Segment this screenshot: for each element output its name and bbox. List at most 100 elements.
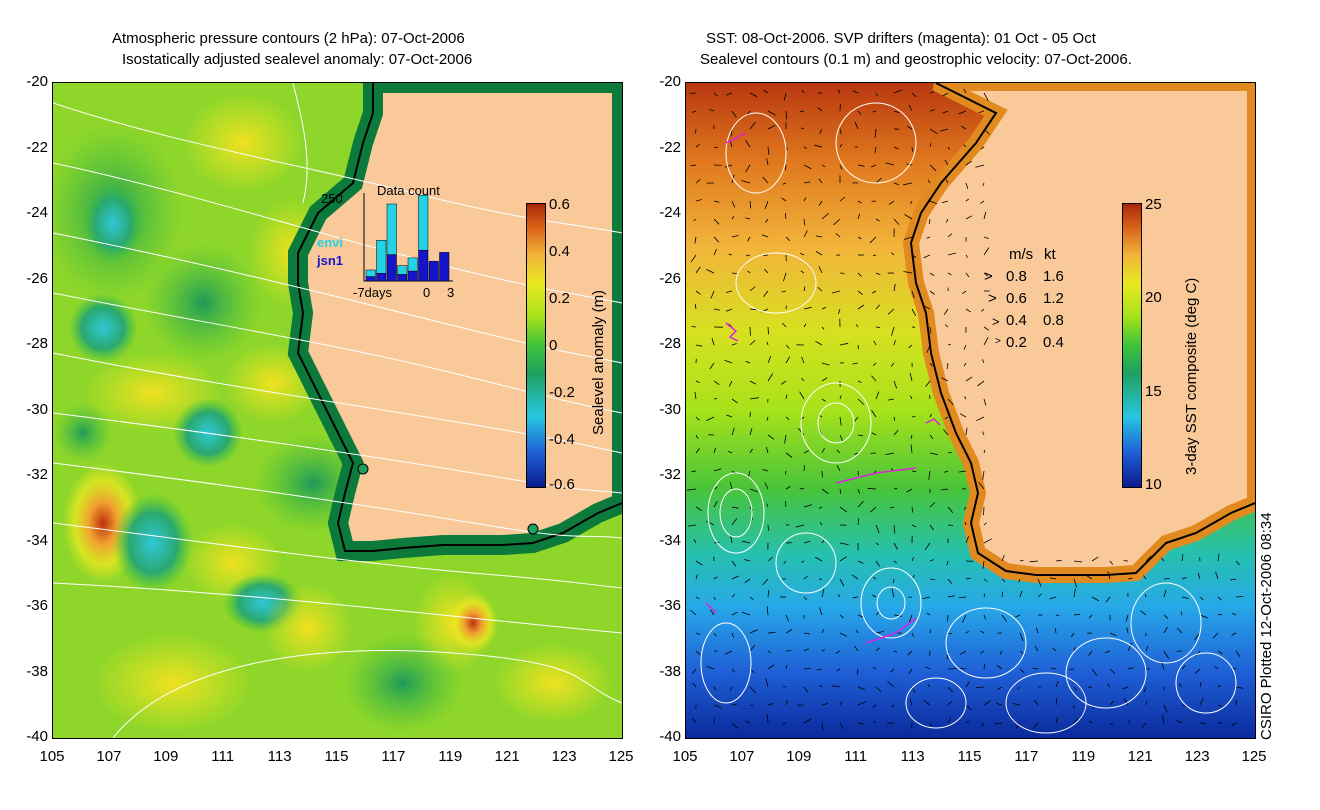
velocity-arrow xyxy=(947,595,955,598)
velocity-arrow xyxy=(929,524,934,531)
velocity-arrow-icon: > xyxy=(992,314,1000,329)
velocity-arrow xyxy=(1073,613,1081,616)
y-tick-label: -28 xyxy=(26,335,48,352)
velocity-arrow xyxy=(821,398,826,402)
velocity-arrow xyxy=(731,216,735,220)
velocity-arrow xyxy=(983,578,988,582)
velocity-arrow xyxy=(947,252,957,256)
x-tick-label: 107 xyxy=(729,748,755,765)
velocity-arrow xyxy=(782,685,787,688)
y-tick-label: -22 xyxy=(26,138,48,156)
inset-bar-jsn1 xyxy=(407,270,418,282)
velocity-arrow xyxy=(839,196,846,202)
velocity-arrow xyxy=(887,681,895,688)
y-tick-label: -22 xyxy=(659,138,681,156)
velocity-arrow xyxy=(870,164,877,168)
velocity-arrow xyxy=(982,359,985,364)
velocity-arrow xyxy=(821,212,829,220)
velocity-arrow xyxy=(962,614,967,623)
right-cb-tick: 20 xyxy=(1145,289,1162,306)
velocity-arrow xyxy=(959,650,967,656)
velocity-arrow xyxy=(724,650,733,655)
velocity-arrow xyxy=(726,290,733,293)
velocity-legend-ms: 0.8 xyxy=(1006,268,1027,285)
velocity-arrow xyxy=(785,664,788,670)
velocity-arrow xyxy=(782,182,787,185)
velocity-arrow xyxy=(713,596,716,601)
velocity-arrow xyxy=(835,650,841,654)
velocity-arrow xyxy=(929,164,937,172)
velocity-arrow xyxy=(893,416,896,421)
velocity-arrow xyxy=(706,269,715,274)
velocity-arrow xyxy=(1032,722,1039,730)
sealevel-contours xyxy=(700,102,1237,734)
velocity-arrow xyxy=(1055,559,1062,562)
velocity-arrow xyxy=(690,164,697,167)
velocity-arrow xyxy=(713,718,716,724)
velocity-arrow xyxy=(911,470,917,473)
right-map: m/s kt > 0.8 1.6 > 0.6 1.2 > 0.4 0.8 > 0… xyxy=(685,82,1256,739)
velocity-arrow xyxy=(947,233,953,238)
velocity-arrow xyxy=(929,362,933,367)
velocity-arrow xyxy=(1109,632,1117,637)
inset-bar-envi xyxy=(418,194,429,251)
left-cb-tick: 0.2 xyxy=(549,290,570,307)
x-tick-label: 115 xyxy=(324,748,349,765)
velocity-arrow xyxy=(857,488,861,494)
y-tick-label: -30 xyxy=(26,400,48,418)
velocity-arrow xyxy=(1199,596,1204,601)
velocity-arrow xyxy=(803,667,811,670)
velocity-arrow xyxy=(1029,560,1039,563)
velocity-arrow xyxy=(910,200,913,204)
velocity-arrow xyxy=(819,521,823,526)
velocity-arrow xyxy=(839,556,847,562)
velocity-arrow xyxy=(821,447,825,454)
velocity-arrow xyxy=(857,518,860,526)
velocity-arrow xyxy=(893,560,897,564)
velocity-arrow xyxy=(855,629,859,634)
velocity-arrow xyxy=(803,218,806,226)
velocity-arrow xyxy=(713,704,722,709)
velocity-arrow-icon: > xyxy=(988,290,997,307)
velocity-arrow xyxy=(1199,682,1202,688)
velocity-arrow xyxy=(749,286,756,292)
velocity-arrow xyxy=(713,218,720,225)
velocity-arrow xyxy=(872,290,877,294)
velocity-arrow xyxy=(871,375,877,382)
velocity-arrow xyxy=(982,560,985,569)
velocity-legend-kt: 0.8 xyxy=(1043,312,1064,329)
velocity-arrow xyxy=(713,486,718,490)
velocity-arrow xyxy=(983,614,986,620)
x-tick-label: 109 xyxy=(786,748,812,765)
velocity-arrow xyxy=(784,434,787,444)
velocity-arrow xyxy=(1019,590,1023,598)
velocity-arrow xyxy=(965,427,968,436)
velocity-arrow xyxy=(1001,554,1005,562)
velocity-arrow xyxy=(903,182,913,186)
velocity-arrow xyxy=(929,434,934,439)
velocity-arrow xyxy=(764,200,769,210)
velocity-arrow xyxy=(815,556,823,562)
velocity-arrow xyxy=(767,650,771,654)
velocity-arrow xyxy=(857,272,862,277)
velocity-arrow xyxy=(869,236,877,244)
velocity-legend-ms: 0.4 xyxy=(1006,312,1027,329)
velocity-arrow xyxy=(816,668,823,671)
y-tick-label: -32 xyxy=(659,466,681,483)
velocity-arrow xyxy=(857,434,864,437)
velocity-arrow xyxy=(1073,578,1077,588)
velocity-arrow xyxy=(749,488,758,493)
velocity-arrow xyxy=(695,596,700,600)
y-tick-label: -36 xyxy=(659,597,681,614)
velocity-arrow xyxy=(713,146,718,148)
velocity-arrow xyxy=(1194,632,1201,641)
velocity-arrow xyxy=(890,362,895,367)
velocity-arrow xyxy=(1232,667,1237,670)
x-tick-label: 109 xyxy=(153,748,179,765)
velocity-arrow xyxy=(965,704,972,711)
velocity-arrow xyxy=(888,200,895,205)
velocity-arrow xyxy=(1214,666,1219,670)
left-colorbar xyxy=(526,203,546,488)
velocity-arrow xyxy=(1141,722,1147,728)
velocity-arrow xyxy=(695,179,701,184)
